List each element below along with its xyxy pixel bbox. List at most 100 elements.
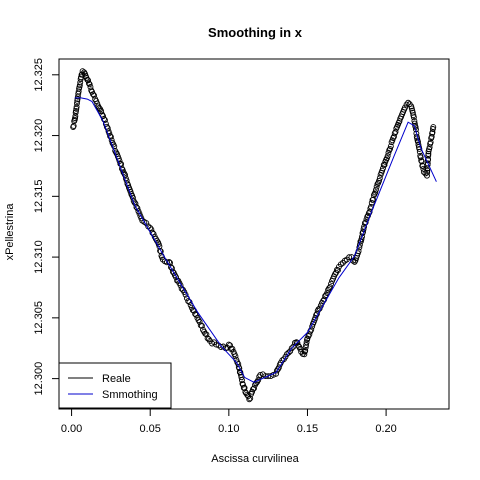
data-point: [374, 181, 381, 188]
data-point: [85, 80, 92, 87]
data-point: [387, 146, 393, 152]
data-point: [373, 186, 379, 193]
data-point: [116, 158, 123, 165]
data-point: [91, 92, 98, 99]
data-point: [430, 124, 437, 131]
data-point: [301, 351, 308, 358]
data-point: [275, 364, 282, 371]
data-point: [98, 108, 105, 115]
data-point: [306, 331, 313, 338]
data-point: [229, 345, 236, 352]
legend-label-reale: Reale: [102, 373, 131, 385]
data-point: [122, 172, 128, 178]
data-point: [302, 347, 309, 354]
data-point: [285, 349, 292, 356]
smoothing-series-line: [74, 97, 437, 383]
data-point: [327, 284, 334, 291]
data-point: [238, 374, 245, 381]
x-tick-label: 0.20: [375, 423, 396, 435]
data-points: [70, 68, 437, 403]
data-point: [373, 183, 380, 190]
data-point: [428, 133, 435, 140]
data-point: [322, 293, 329, 299]
data-point: [334, 267, 341, 274]
data-point: [107, 133, 114, 140]
data-point: [405, 99, 412, 106]
data-point: [225, 341, 232, 348]
data-point: [84, 76, 91, 83]
data-point: [417, 154, 424, 161]
data-point: [346, 254, 353, 261]
data-point: [73, 103, 80, 110]
x-tick-label: 0.10: [218, 423, 239, 435]
data-point: [385, 149, 392, 156]
data-point: [251, 385, 257, 392]
y-tick-label: 12.305: [33, 301, 45, 335]
axes: 0.00 0.05 0.10 0.15 0.20 12.300 12.305 12.310 12…: [33, 58, 450, 435]
data-point: [85, 77, 92, 84]
x-tick-label: 0.05: [139, 423, 160, 435]
data-point: [376, 175, 383, 182]
data-point: [384, 153, 391, 159]
x-axis-label: Ascissa curvilinea: [211, 453, 299, 465]
data-point: [106, 130, 113, 137]
data-point: [136, 210, 143, 217]
data-point: [424, 167, 431, 174]
data-point: [193, 312, 200, 318]
data-point: [90, 91, 97, 98]
legend-box: [58, 362, 172, 409]
data-point: [392, 128, 399, 135]
data-point: [387, 143, 394, 150]
data-point: [288, 345, 295, 352]
data-point: [240, 381, 246, 388]
data-point: [76, 82, 83, 89]
data-point: [246, 396, 253, 403]
legend: Reale Smmothing: [58, 362, 172, 409]
data-point: [73, 100, 80, 107]
y-tick-label: 12.320: [33, 119, 45, 153]
data-point: [73, 107, 79, 114]
data-point: [297, 345, 304, 352]
chart-title: Smoothing in x: [208, 25, 303, 40]
data-point: [255, 377, 262, 384]
data-point: [232, 353, 239, 360]
data-point: [303, 339, 310, 346]
x-tick-label: 0.00: [61, 423, 82, 435]
data-point: [427, 139, 434, 146]
data-point: [356, 244, 363, 251]
y-axis-label: xPellestrina: [4, 203, 16, 261]
data-point: [295, 342, 302, 349]
data-point: [198, 322, 205, 329]
data-point: [303, 342, 310, 349]
data-point: [381, 162, 388, 168]
data-point: [362, 219, 369, 226]
data-point: [380, 165, 386, 172]
y-tick-label: 12.315: [33, 179, 45, 213]
data-point: [86, 81, 93, 88]
data-point: [312, 314, 319, 321]
x-tick-label: 0.15: [297, 423, 318, 435]
smoothing-line: [74, 97, 437, 383]
data-point: [372, 189, 379, 196]
data-point: [249, 388, 256, 395]
data-point: [368, 199, 375, 206]
data-point: [241, 384, 248, 391]
data-point: [157, 248, 164, 255]
data-point: [328, 280, 335, 287]
data-point: [265, 373, 272, 380]
data-point: [420, 169, 427, 175]
data-point: [236, 365, 243, 372]
data-point: [202, 330, 209, 337]
data-point: [203, 331, 210, 338]
data-point: [376, 177, 382, 184]
data-point: [402, 104, 408, 111]
data-point: [366, 208, 373, 215]
data-point: [96, 105, 103, 112]
data-point: [410, 114, 417, 121]
y-tick-label: 12.325: [33, 58, 45, 92]
y-tick-label: 12.300: [33, 362, 45, 396]
data-point: [424, 169, 431, 176]
data-point: [416, 145, 423, 152]
data-point: [386, 147, 393, 154]
